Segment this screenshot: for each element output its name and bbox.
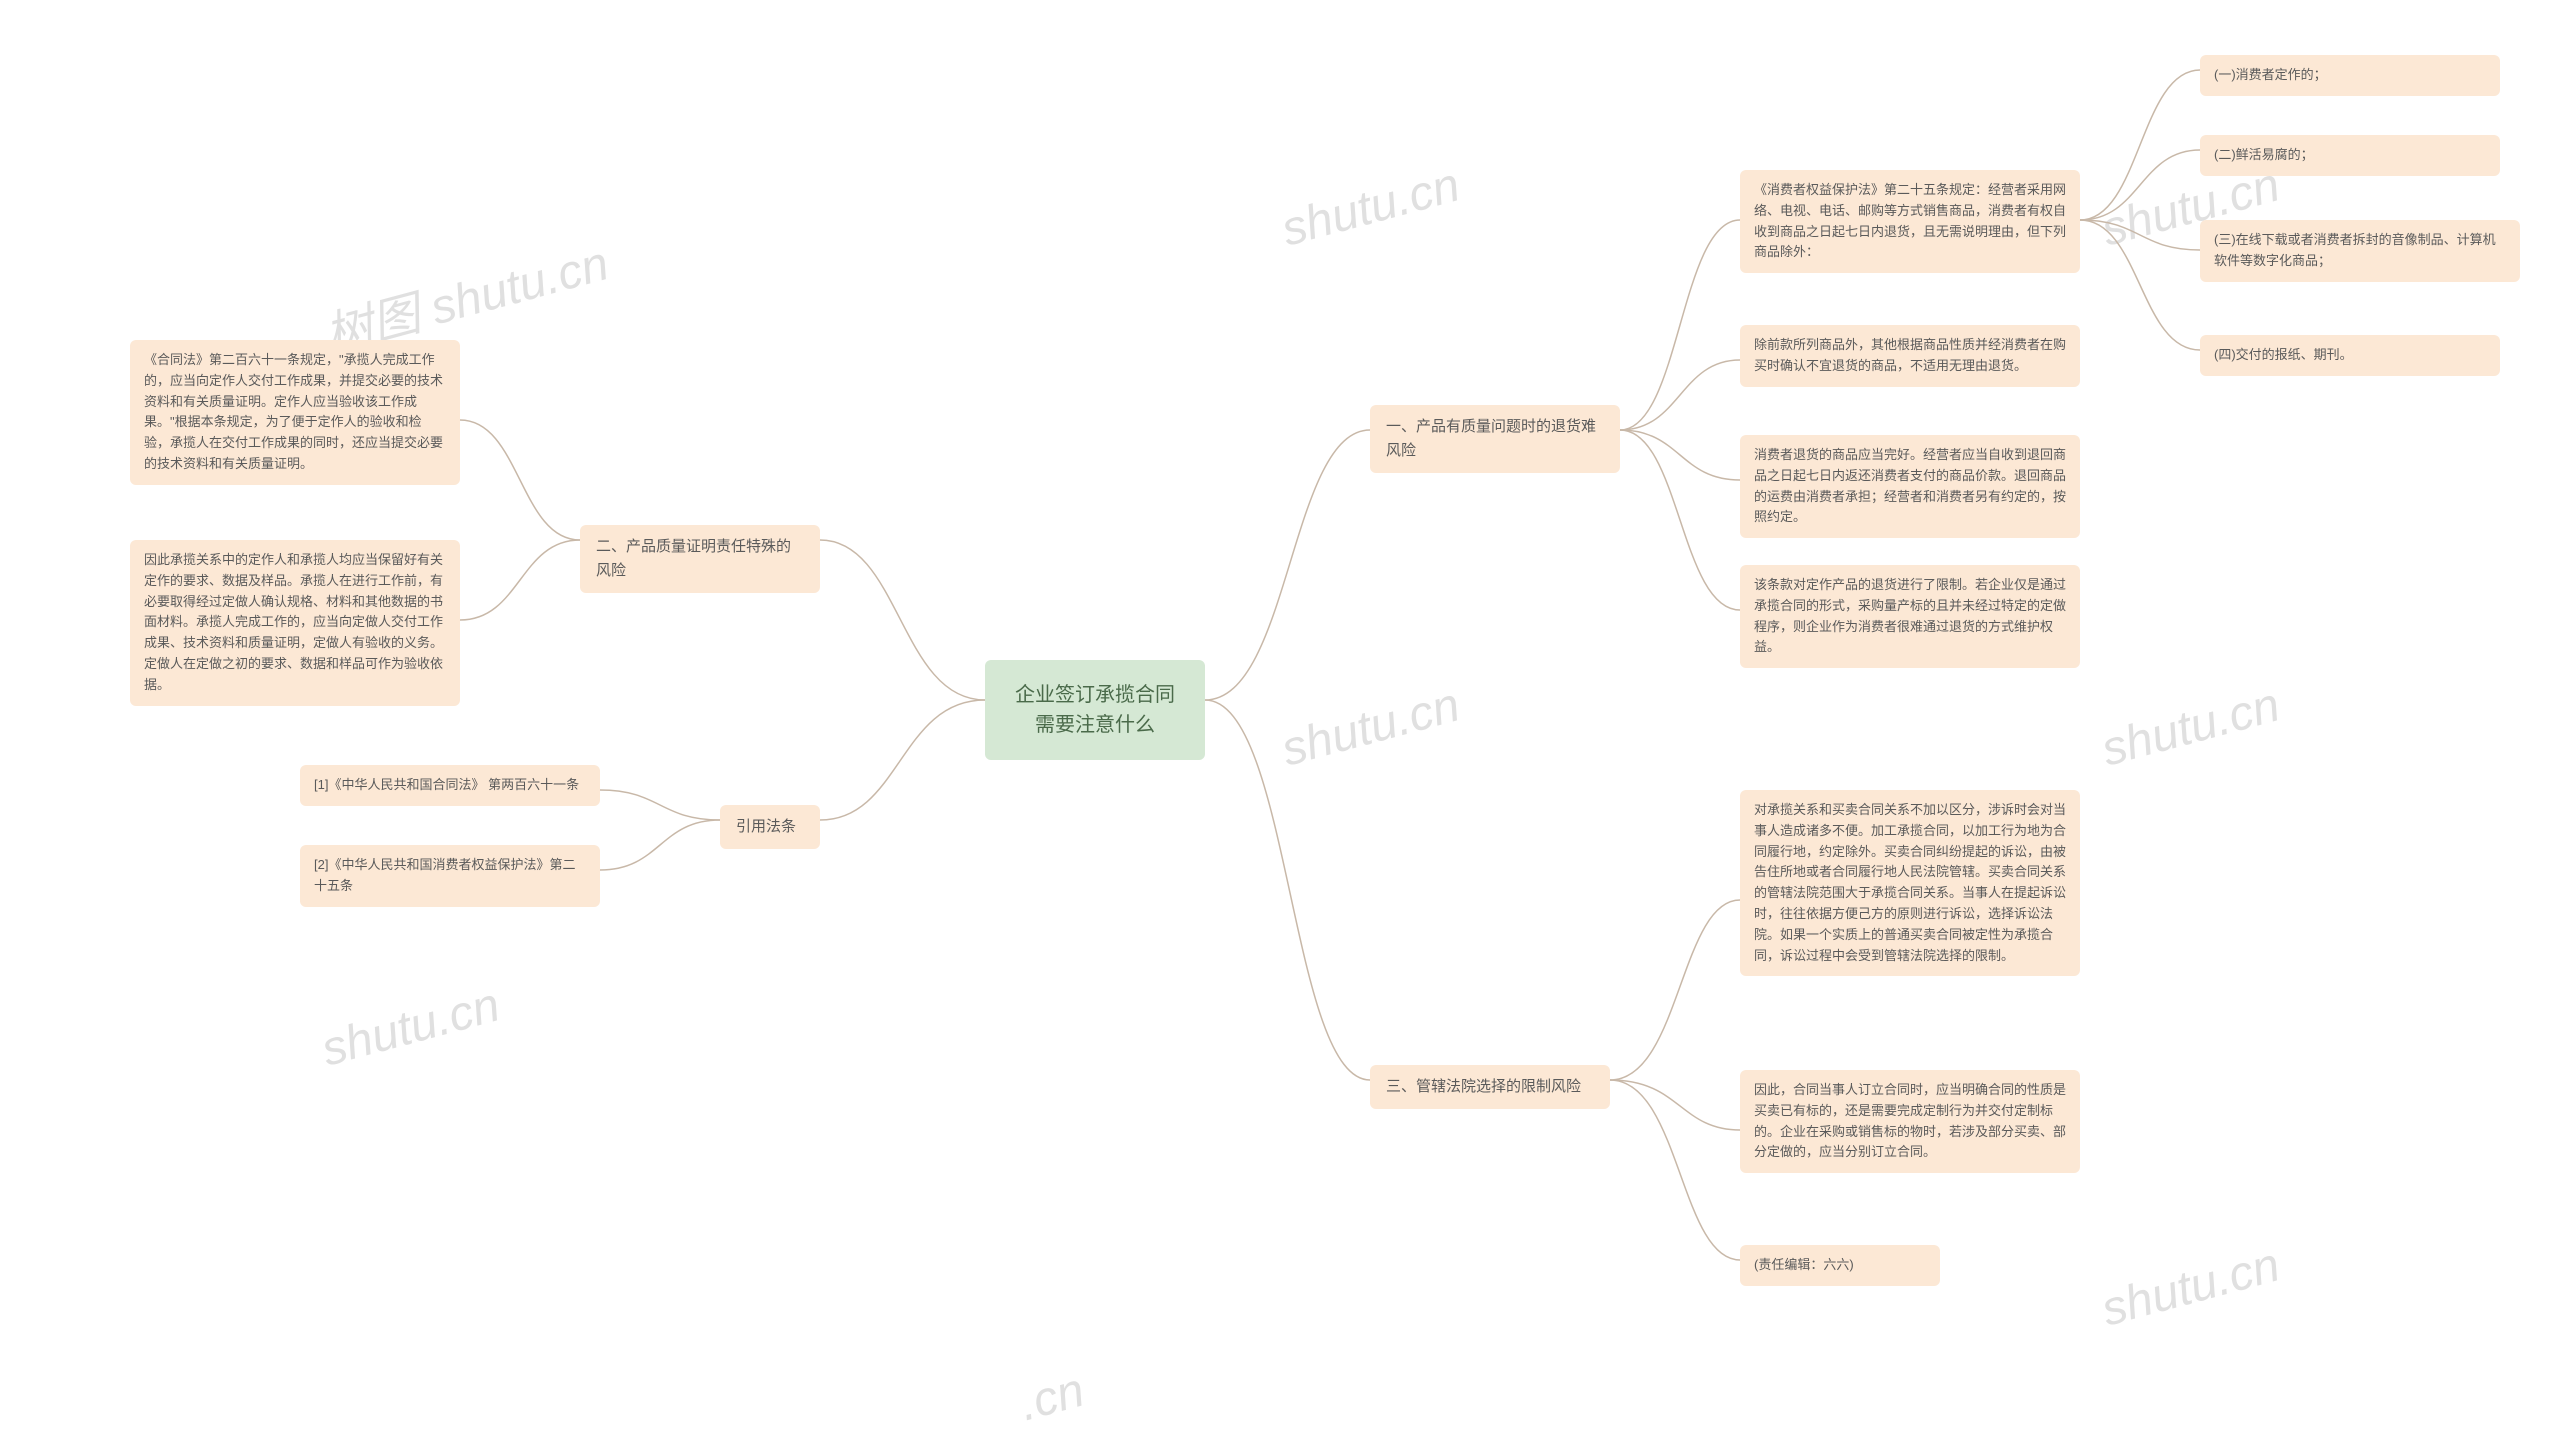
watermark: shutu.cn — [1276, 157, 1466, 257]
leaf-b3-3: (责任编辑：六六) — [1740, 1245, 1940, 1286]
leaf-b1-1-4: (四)交付的报纸、期刊。 — [2200, 335, 2500, 376]
branch-1: 一、产品有质量问题时的退货难风险 — [1370, 405, 1620, 473]
leaf-b3-2: 因此，合同当事人订立合同时，应当明确合同的性质是买卖已有标的，还是需要完成定制行… — [1740, 1070, 2080, 1173]
watermark: shutu.cn — [2096, 677, 2286, 777]
branch-2: 二、产品质量证明责任特殊的风险 — [580, 525, 820, 593]
leaf-b1-1: 《消费者权益保护法》第二十五条规定：经营者采用网络、电视、电话、邮购等方式销售商… — [1740, 170, 2080, 273]
leaf-b3-1: 对承揽关系和买卖合同关系不加以区分，涉诉时会对当事人造成诸多不便。加工承揽合同，… — [1740, 790, 2080, 976]
leaf-b2-2: 因此承揽关系中的定作人和承揽人均应当保留好有关定作的要求、数据及样品。承揽人在进… — [130, 540, 460, 706]
leaf-b1-1-2: (二)鲜活易腐的； — [2200, 135, 2500, 176]
leaf-b1-4: 该条款对定作产品的退货进行了限制。若企业仅是通过承揽合同的形式，采购量产标的且并… — [1740, 565, 2080, 668]
watermark: shutu.cn — [2096, 1237, 2286, 1337]
leaf-b1-3: 消费者退货的商品应当完好。经营者应当自收到退回商品之日起七日内返还消费者支付的商… — [1740, 435, 2080, 538]
leaf-b1-2: 除前款所列商品外，其他根据商品性质并经消费者在购买时确认不宜退货的商品，不适用无… — [1740, 325, 2080, 387]
leaf-b4-1: [1]《中华人民共和国合同法》 第两百六十一条 — [300, 765, 600, 806]
leaf-b1-1-3: (三)在线下载或者消费者拆封的音像制品、计算机软件等数字化商品； — [2200, 220, 2520, 282]
branch-3: 三、管辖法院选择的限制风险 — [1370, 1065, 1610, 1109]
leaf-b1-1-1: (一)消费者定作的； — [2200, 55, 2500, 96]
branch-4: 引用法条 — [720, 805, 820, 849]
leaf-b4-2: [2]《中华人民共和国消费者权益保护法》第二十五条 — [300, 845, 600, 907]
watermark: shutu.cn — [1276, 677, 1466, 777]
watermark: shutu.cn — [316, 977, 506, 1077]
watermark: .cn — [1014, 1363, 1090, 1432]
leaf-b2-1: 《合同法》第二百六十一条规定，"承揽人完成工作的，应当向定作人交付工作成果，并提… — [130, 340, 460, 485]
root-node: 企业签订承揽合同需要注意什么 — [985, 660, 1205, 760]
